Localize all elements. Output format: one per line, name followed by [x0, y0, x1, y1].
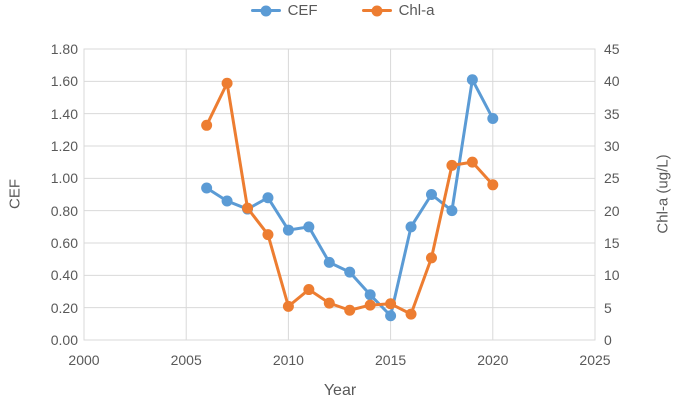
data-point-Chl-a [425, 252, 437, 264]
data-point-CEF [221, 195, 233, 207]
y-axis-right-tick-label: 45 [604, 41, 620, 57]
chart-legend: CEF Chl-a [0, 3, 685, 18]
plot-border [83, 48, 596, 341]
x-axis-tick-label: 2015 [375, 352, 407, 368]
legend-line-marker-icon [361, 5, 392, 17]
y-axis-right-tick-label: 20 [604, 202, 620, 219]
data-point-Chl-a [405, 308, 417, 320]
x-axis-tick-label: 2020 [477, 352, 509, 368]
x-axis-tick-label: 2005 [170, 352, 202, 368]
data-point-Chl-a [487, 179, 499, 191]
data-point-Chl-a [282, 300, 294, 312]
data-point-Chl-a [242, 202, 254, 214]
data-point-CEF [201, 182, 213, 194]
y-axis-left-tick-label: 0.60 [50, 235, 78, 251]
data-point-Chl-a [262, 229, 274, 241]
y-axis-right-title: Chl-a (ug/L) [654, 154, 672, 234]
y-axis-left-tick-label: 0.00 [50, 332, 78, 348]
y-axis-right-tick-label: 0 [604, 332, 612, 348]
data-point-CEF [425, 189, 437, 200]
x-axis-title: Year [323, 382, 357, 399]
data-point-CEF [262, 192, 274, 204]
series-line-CEF [205, 78, 495, 318]
x-axis-tick-label: 2000 [68, 352, 100, 368]
y-axis-right-tick-label: 25 [604, 170, 620, 187]
data-point-CEF [405, 221, 417, 233]
y-axis-right-tick-label: 40 [604, 73, 620, 90]
y-axis-left-tick-label: 1.60 [50, 73, 78, 90]
data-point-Chl-a [323, 297, 335, 309]
y-axis-left-title: CEF [6, 179, 24, 209]
data-point-Chl-a [466, 156, 478, 168]
y-axis-left-tick-label: 0.20 [50, 299, 78, 316]
y-axis-left-tick-label: 1.00 [50, 170, 78, 187]
data-point-Chl-a [344, 304, 356, 316]
y-axis-left-tick-label: 1.80 [50, 41, 78, 57]
legend-label-cef: CEF [287, 2, 318, 19]
data-point-Chl-a [385, 298, 397, 310]
data-point-CEF [282, 224, 294, 236]
data-point-Chl-a [446, 159, 458, 171]
legend-item-cef: CEF [250, 2, 318, 19]
x-axis-tick-label: 2025 [579, 352, 611, 368]
y-axis-left-tick-label: 1.40 [50, 105, 78, 122]
data-point-CEF [446, 205, 458, 217]
data-point-Chl-a [201, 119, 213, 131]
data-point-CEF [364, 289, 376, 301]
y-axis-right-tick-label: 5 [604, 299, 612, 316]
data-point-CEF [466, 74, 478, 86]
y-axis-right-tick-label: 35 [604, 105, 620, 122]
data-point-CEF [303, 221, 315, 233]
data-point-CEF [385, 310, 397, 322]
data-point-Chl-a [303, 284, 315, 296]
data-point-Chl-a [221, 77, 233, 89]
data-point-Chl-a [364, 299, 376, 311]
data-point-CEF [344, 266, 356, 278]
y-axis-left-tick-label: 0.40 [50, 267, 78, 284]
legend-line-marker-icon [250, 5, 281, 17]
y-axis-right-tick-label: 15 [604, 235, 620, 251]
legend-item-chla: Chl-a [361, 2, 435, 19]
legend-label-chla: Chl-a [398, 2, 435, 19]
y-axis-right-tick-label: 30 [604, 138, 620, 154]
data-point-CEF [487, 113, 499, 125]
x-axis-tick-label: 2010 [272, 352, 304, 368]
y-axis-right-tick-label: 10 [604, 267, 620, 284]
y-axis-left-tick-label: 1.20 [50, 138, 78, 154]
y-axis-left-tick-label: 0.80 [50, 202, 78, 219]
series-line-Chl-a [205, 81, 495, 316]
data-point-CEF [323, 256, 335, 268]
